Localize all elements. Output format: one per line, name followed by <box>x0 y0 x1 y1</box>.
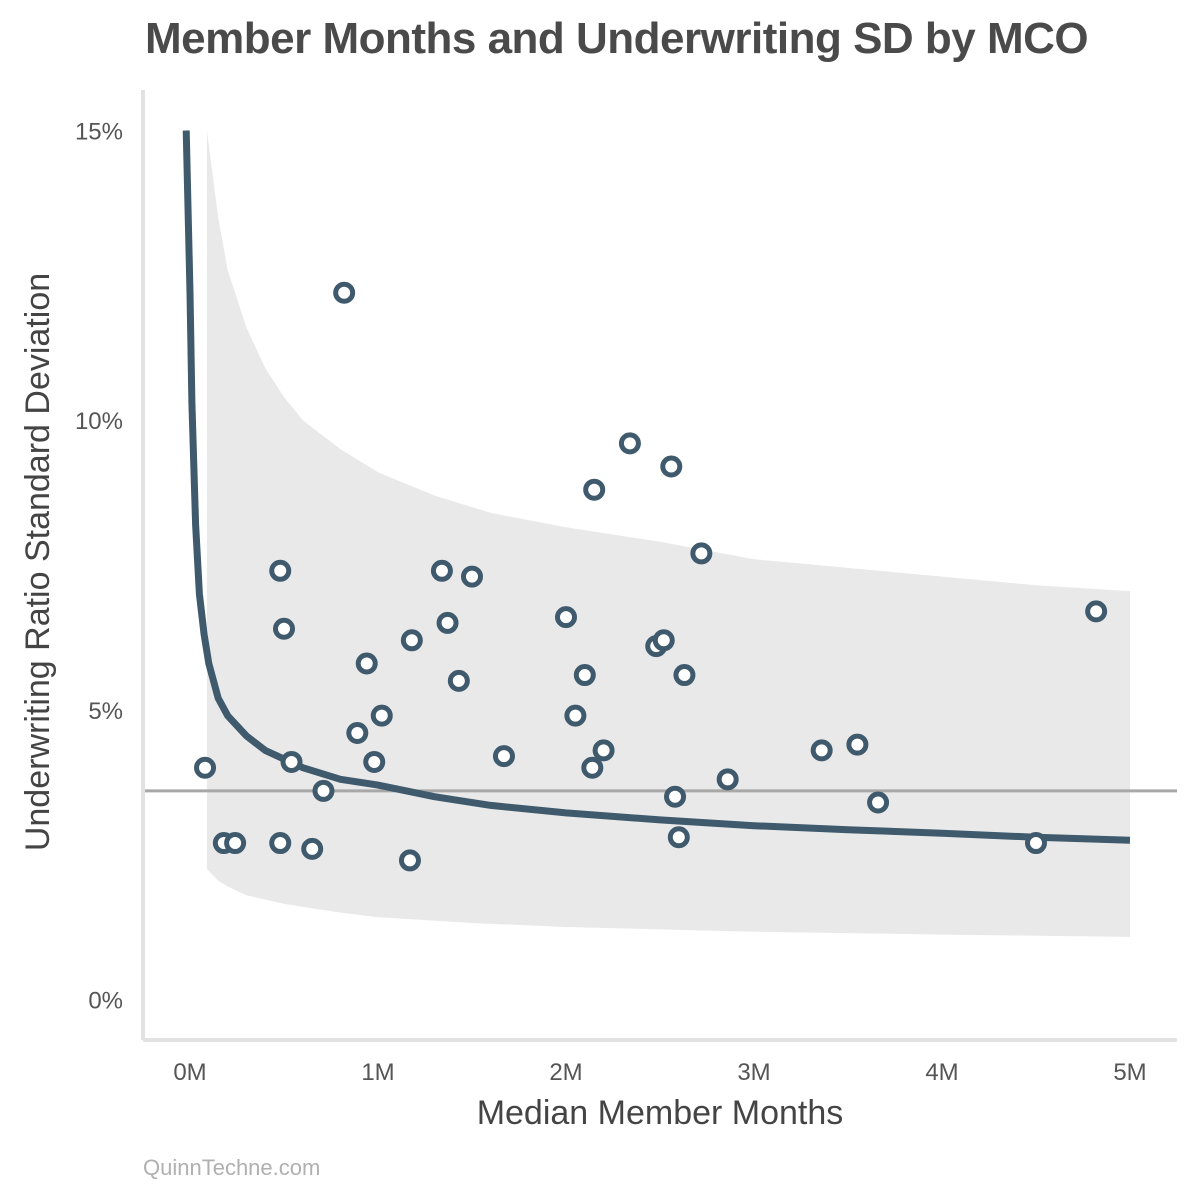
data-point <box>846 733 869 756</box>
y-tick-label: 15% <box>75 119 123 146</box>
y-axis-title: Underwriting Ratio Standard Deviation <box>19 273 57 851</box>
y-tick-label: 0% <box>88 987 123 1014</box>
data-point <box>664 785 687 808</box>
data-point <box>447 669 470 692</box>
data-point <box>370 704 393 727</box>
data-point <box>592 739 615 762</box>
data-point <box>346 721 369 744</box>
data-point <box>583 478 606 501</box>
data-point <box>652 629 675 652</box>
data-point <box>430 559 453 582</box>
data-point <box>492 745 515 768</box>
data-point <box>555 606 577 629</box>
data-point <box>690 542 713 565</box>
chart-title: Member Months and Underwriting SD by MCO <box>145 14 1089 63</box>
data-point <box>716 768 739 791</box>
data-point <box>269 559 292 582</box>
x-tick-label: 1M <box>361 1059 394 1086</box>
y-tick-label: 10% <box>75 408 123 435</box>
data-point <box>355 652 378 675</box>
data-point <box>224 832 247 855</box>
data-point <box>1025 832 1047 855</box>
x-tick-label: 0M <box>173 1059 206 1086</box>
data-point <box>312 779 335 802</box>
data-point <box>564 704 587 727</box>
data-point <box>1085 600 1108 623</box>
data-point <box>269 832 292 855</box>
data-point <box>398 849 421 872</box>
x-tick-label: 3M <box>737 1059 770 1086</box>
data-point <box>301 837 324 860</box>
data-point <box>436 611 459 634</box>
data-point <box>660 455 683 478</box>
data-point <box>581 756 604 779</box>
data-point <box>363 750 386 773</box>
confidence-band <box>206 130 1130 937</box>
data-point <box>280 750 303 773</box>
data-point <box>273 617 295 640</box>
footer-credit: QuinnTechne.com <box>143 1155 321 1180</box>
data-point <box>333 281 356 304</box>
data-point <box>810 739 833 762</box>
x-tick-labels: 0M 1M 2M 3M 4M 5M <box>173 1059 1146 1086</box>
data-point <box>194 756 217 779</box>
data-point <box>461 565 483 588</box>
x-tick-label: 5M <box>1113 1059 1146 1086</box>
y-tick-label: 5% <box>88 698 123 725</box>
data-point <box>667 826 690 849</box>
data-point <box>618 432 641 455</box>
data-point <box>673 664 696 687</box>
y-tick-labels: 0% 5% 10% 15% <box>75 119 123 1015</box>
data-point <box>573 664 596 687</box>
x-tick-label: 2M <box>549 1059 582 1086</box>
data-point <box>867 791 890 814</box>
x-tick-label: 4M <box>925 1059 958 1086</box>
data-point <box>400 629 423 652</box>
x-axis-title: Median Member Months <box>477 1094 844 1132</box>
points-layer <box>194 281 1108 872</box>
